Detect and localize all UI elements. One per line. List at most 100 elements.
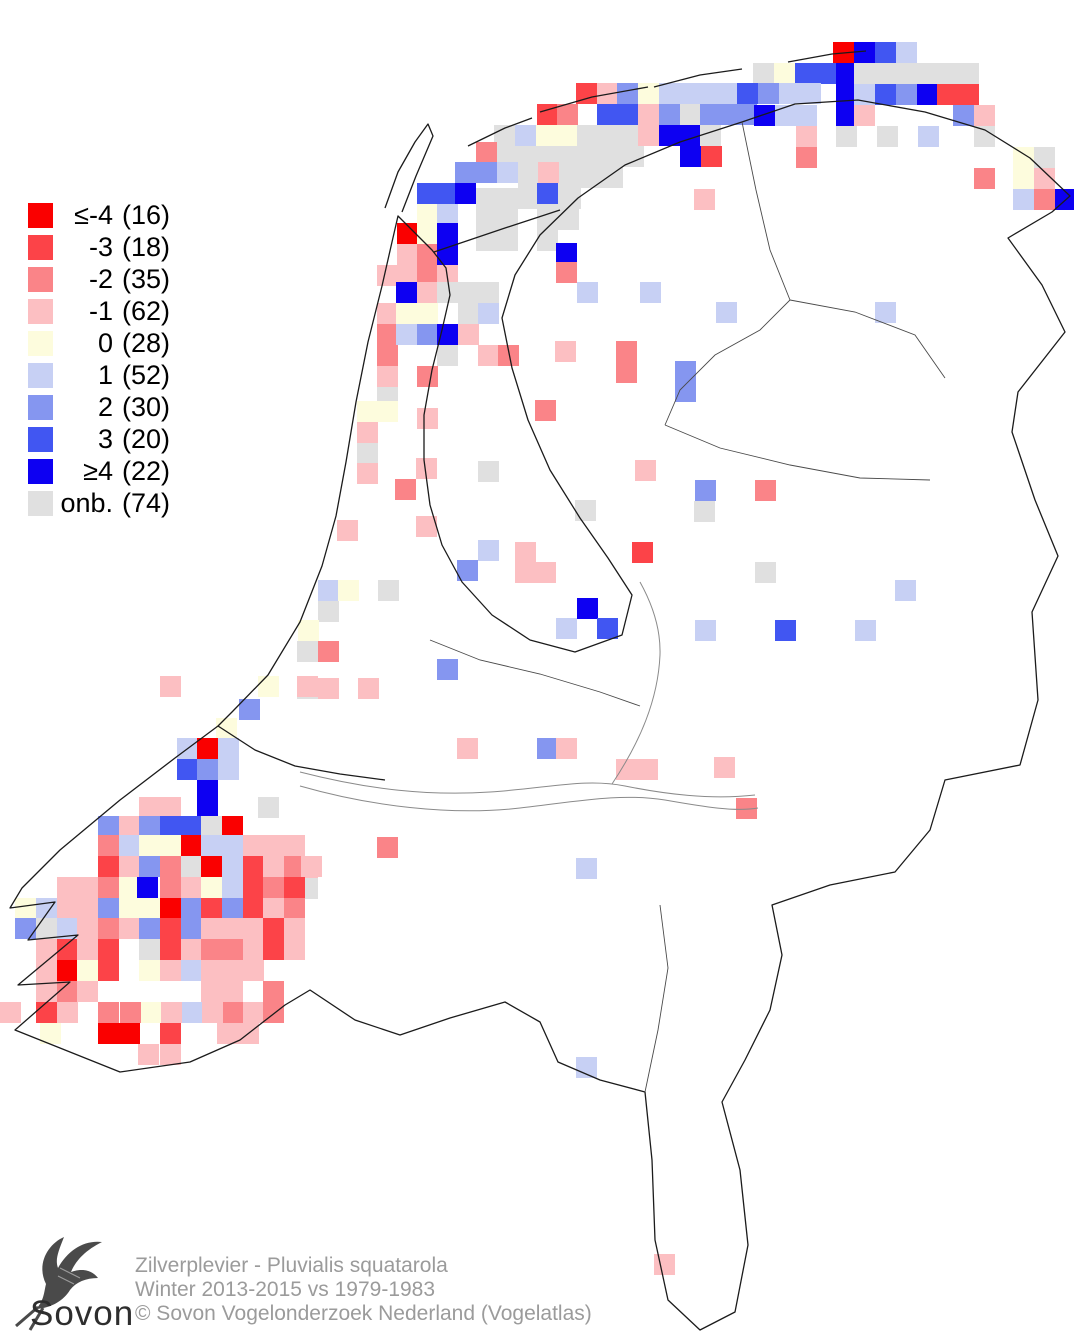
grid-cell	[917, 84, 938, 105]
grid-cell	[243, 856, 264, 877]
grid-cell	[758, 83, 779, 104]
grid-cell	[875, 84, 896, 105]
legend-swatch-p4	[28, 459, 53, 484]
grid-cell	[576, 858, 597, 879]
grid-cell	[243, 835, 264, 856]
grid-cell	[222, 981, 243, 1002]
grid-cell	[77, 877, 98, 898]
grid-cell	[833, 42, 854, 63]
grid-cell	[875, 42, 896, 63]
grid-cell	[700, 104, 721, 125]
grid-cell	[755, 480, 776, 501]
grid-cell	[160, 939, 181, 960]
grid-cell	[416, 458, 437, 479]
grid-cell	[263, 981, 284, 1002]
grid-cell	[476, 162, 497, 183]
grid-cell	[476, 230, 497, 251]
copyright-line: © Sovon Vogelonderzoek Nederland (Vogela…	[135, 1302, 592, 1325]
grid-cell	[855, 620, 876, 641]
grid-cell	[377, 366, 398, 387]
grid-cell	[497, 209, 518, 230]
grid-cell	[537, 183, 558, 204]
grid-cell	[243, 898, 264, 919]
grid-cell	[77, 918, 98, 939]
grid-cell	[181, 816, 202, 837]
grid-cell	[1055, 189, 1074, 210]
grid-cell	[222, 816, 243, 837]
grid-cell	[854, 84, 875, 105]
grid-cell	[57, 960, 78, 981]
grid-cell	[417, 408, 438, 429]
legend-item-m4: ≤-4 (16)	[28, 202, 170, 229]
grid-cell	[284, 898, 305, 919]
grid-cell	[98, 816, 119, 837]
grid-cell	[455, 162, 476, 183]
grid-cell	[637, 759, 658, 780]
grid-cell	[98, 918, 119, 939]
map-caption: Zilverplevier - Pluvialis squatarola Win…	[135, 1254, 592, 1326]
grid-cell	[36, 1002, 57, 1023]
grid-cell	[243, 939, 264, 960]
grid-cell	[177, 738, 198, 759]
grid-cell	[437, 244, 458, 265]
grid-cell	[476, 209, 497, 230]
grid-cell	[284, 835, 305, 856]
grid-cell	[775, 105, 796, 126]
grid-cell	[958, 63, 979, 84]
grid-cell	[57, 1002, 78, 1023]
grid-cell	[396, 324, 417, 345]
grid-cell	[36, 918, 57, 939]
grid-cell	[197, 780, 218, 801]
grid-cell	[417, 223, 438, 244]
grid-cell	[377, 345, 398, 366]
grid-cell	[119, 816, 140, 837]
grid-cell	[222, 877, 243, 898]
grid-cell	[617, 83, 638, 104]
legend-item-p1: 1 (52)	[28, 362, 170, 389]
grid-cell	[497, 162, 518, 183]
grid-cell	[694, 501, 715, 522]
grid-cell	[201, 835, 222, 856]
grid-cell	[1034, 189, 1055, 210]
grid-cell	[796, 105, 817, 126]
grid-cell	[243, 960, 264, 981]
grid-cell	[397, 223, 418, 244]
grid-cell	[680, 146, 701, 167]
grid-cell	[139, 939, 160, 960]
grid-cell	[478, 345, 499, 366]
grid-cell	[160, 797, 181, 818]
grid-cell	[119, 918, 140, 939]
grid-cell	[518, 167, 539, 188]
grid-cell	[377, 303, 398, 324]
legend-swatch-p1	[28, 363, 53, 388]
grid-cell	[160, 835, 181, 856]
grid-cell	[557, 125, 578, 146]
grid-cell	[457, 560, 478, 581]
grid-cell	[36, 981, 57, 1002]
legend-label: -1 (62)	[88, 296, 171, 326]
grid-cell	[478, 461, 499, 482]
grid-cell	[597, 104, 618, 125]
grid-cell	[139, 816, 160, 837]
legend-item-u: onb. (74)	[28, 490, 170, 517]
grid-cell	[877, 126, 898, 147]
grid-cell	[1034, 168, 1055, 189]
grid-cell	[201, 939, 222, 960]
grid-cell	[497, 230, 518, 251]
grid-cell	[137, 877, 158, 898]
grid-cell	[602, 146, 623, 167]
legend-swatch-m2	[28, 267, 53, 292]
grid-cell	[537, 738, 558, 759]
grid-cell	[623, 146, 644, 167]
grid-cell	[417, 183, 438, 204]
grid-cell	[515, 562, 536, 583]
grid-cell	[217, 1023, 238, 1044]
grid-cell	[575, 500, 596, 521]
grid-cell	[284, 877, 305, 898]
grid-cell	[98, 1023, 119, 1044]
grid-cell	[358, 678, 379, 699]
grid-cell	[497, 188, 518, 209]
grid-cell	[263, 877, 284, 898]
grid-cell	[737, 83, 758, 104]
grid-cell	[577, 282, 598, 303]
